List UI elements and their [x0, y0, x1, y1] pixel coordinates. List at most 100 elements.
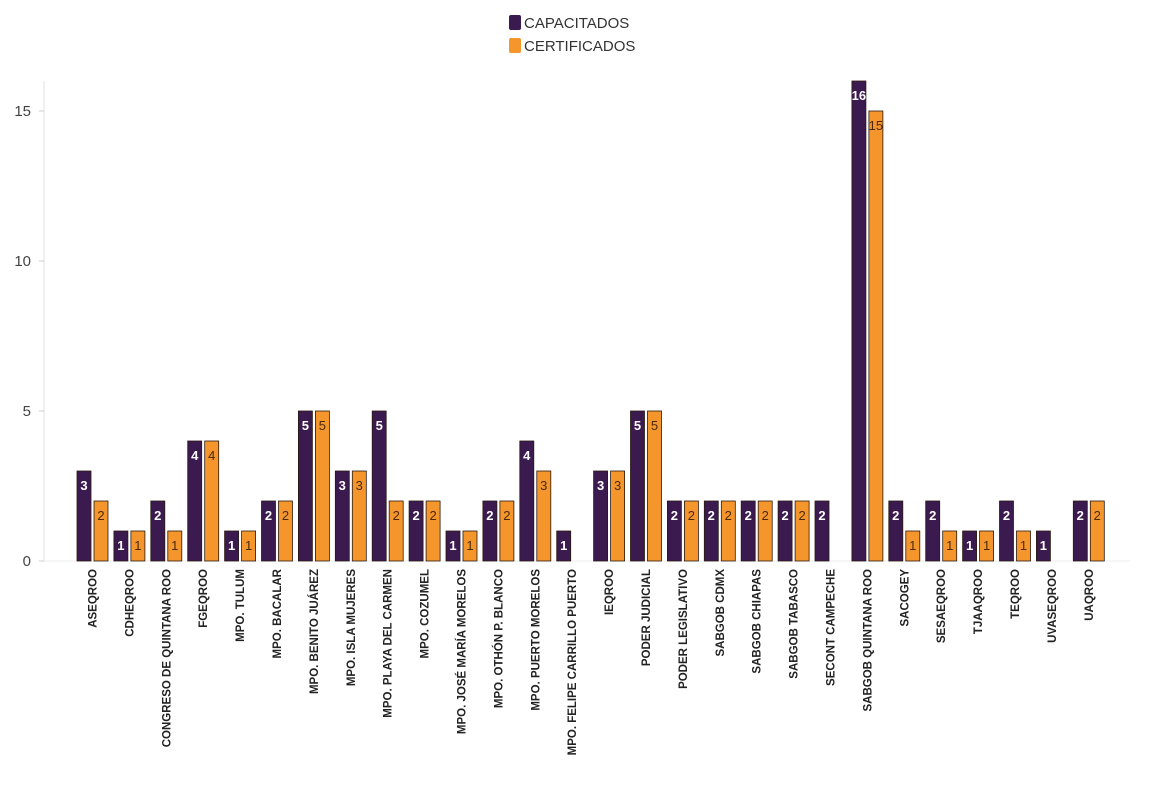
data-label-capacitados: 1: [1040, 538, 1047, 553]
bar-certificados[interactable]: [979, 530, 994, 562]
x-tick-label: MPO. JOSÉ MARÍA MORELOS: [456, 569, 469, 734]
bar-certificados[interactable]: [130, 530, 146, 562]
data-label-certificados: 2: [762, 508, 769, 523]
bar-capacitados[interactable]: [962, 530, 977, 562]
bar-capacitados[interactable]: [740, 500, 756, 562]
data-label-capacitados: 4: [191, 448, 199, 463]
bar-certificados[interactable]: [388, 500, 404, 562]
data-label-capacitados: 1: [117, 538, 124, 553]
x-tick-label: SABGOB QUINTANA ROO: [862, 569, 874, 712]
bar-capacitados[interactable]: [519, 440, 535, 562]
data-label-capacitados: 2: [1003, 508, 1010, 523]
bar-certificados[interactable]: [314, 410, 330, 562]
bar-certificados[interactable]: [462, 530, 478, 562]
bar-capacitados[interactable]: [482, 500, 498, 562]
bar-capacitados[interactable]: [76, 470, 92, 562]
x-tick-label: PODER LEGISLATIVO: [678, 569, 690, 689]
data-label-certificados: 2: [393, 508, 400, 523]
bar-certificados[interactable]: [1089, 500, 1105, 562]
bar-capacitados[interactable]: [408, 500, 424, 562]
bar-capacitados[interactable]: [999, 500, 1014, 562]
bar-capacitados[interactable]: [187, 440, 203, 562]
bar-capacitados[interactable]: [851, 80, 867, 562]
x-tick-label: SABGOB CHIAPAS: [752, 569, 764, 674]
bar-certificados[interactable]: [868, 110, 884, 562]
bar-capacitados[interactable]: [150, 500, 166, 562]
bar-certificados[interactable]: [351, 470, 367, 562]
data-label-capacitados: 1: [228, 538, 235, 553]
bar-certificados[interactable]: [794, 500, 810, 562]
bar-capacitados[interactable]: [814, 500, 830, 562]
bar-certificados[interactable]: [1016, 530, 1031, 562]
bar-capacitados[interactable]: [593, 470, 608, 562]
data-label-certificados: 1: [1020, 538, 1027, 553]
bar-capacitados[interactable]: [1036, 530, 1051, 562]
y-tick-label: 5: [23, 403, 31, 420]
bar-capacitados[interactable]: [334, 470, 350, 562]
bar-certificados[interactable]: [278, 500, 293, 562]
data-label-certificados: 15: [869, 118, 883, 133]
bar-certificados[interactable]: [536, 470, 552, 562]
data-label-certificados: 1: [171, 538, 178, 553]
data-label-capacitados: 2: [745, 508, 752, 523]
legend-item-capacitados: CAPACITADOS: [509, 15, 629, 32]
data-label-certificados: 1: [466, 538, 473, 553]
bar-capacitados[interactable]: [630, 410, 645, 562]
bar-certificados[interactable]: [425, 500, 441, 562]
bar-capacitados[interactable]: [556, 530, 572, 562]
x-tick-label: CONGRESO DE QUINTANA ROO: [161, 569, 173, 747]
bar-certificados[interactable]: [93, 500, 109, 562]
bar-certificados[interactable]: [684, 500, 699, 562]
bar-certificados[interactable]: [757, 500, 773, 562]
x-tick-label: MPO. FELIPE CARRILLO PUERTO: [567, 569, 579, 755]
data-label-certificados: 2: [282, 508, 289, 523]
data-label-capacitados: 3: [339, 478, 346, 493]
data-label-capacitados: 2: [708, 508, 715, 523]
bar-certificados[interactable]: [647, 410, 662, 562]
y-tick-label: 10: [14, 253, 31, 270]
bar-capacitados[interactable]: [224, 530, 240, 562]
bar-certificados[interactable]: [204, 440, 220, 562]
bar-capacitados[interactable]: [703, 500, 719, 562]
data-label-capacitados: 3: [597, 478, 604, 493]
data-label-certificados: 2: [798, 508, 805, 523]
x-tick-label: MPO. PLAYA DEL CARMEN: [383, 569, 395, 718]
x-tick-label: TJAAQROO: [973, 569, 985, 634]
bar-capacitados[interactable]: [261, 500, 276, 562]
x-tick-label: SECONT CAMPECHE: [826, 569, 838, 686]
data-label-certificados: 3: [614, 478, 621, 493]
bar-capacitados[interactable]: [667, 500, 682, 562]
data-label-certificados: 2: [429, 508, 436, 523]
bar-certificados[interactable]: [942, 530, 958, 562]
data-label-capacitados: 2: [929, 508, 936, 523]
x-tick-label: CDHEQROO: [124, 569, 136, 637]
x-tick-label: ASEQROO: [88, 569, 100, 628]
x-tick-label: FGEQROO: [198, 569, 210, 628]
bar-capacitados[interactable]: [925, 500, 941, 562]
data-label-capacitados: 2: [1077, 508, 1084, 523]
bar-certificados[interactable]: [167, 530, 183, 562]
x-tick-label: MPO. BACALAR: [272, 568, 284, 658]
x-tick-label: SABGOB CDMX: [715, 569, 727, 657]
bar-certificados[interactable]: [905, 530, 921, 562]
bar-capacitados[interactable]: [1072, 500, 1088, 562]
bar-capacitados[interactable]: [113, 530, 129, 562]
bar-capacitados[interactable]: [297, 410, 313, 562]
x-tick-label: IEQROO: [604, 569, 616, 615]
bar-capacitados[interactable]: [371, 410, 387, 562]
legend: CAPACITADOS CERTIFICADOS: [509, 15, 635, 55]
data-label-certificados: 1: [946, 538, 953, 553]
x-tick-label: TEQROO: [1010, 569, 1022, 619]
bar-capacitados[interactable]: [777, 500, 793, 562]
y-tick-label: 15: [14, 103, 31, 120]
data-label-certificados: 5: [319, 418, 326, 433]
bar-certificados[interactable]: [720, 500, 736, 562]
data-label-capacitados: 2: [412, 508, 419, 523]
data-label-capacitados: 4: [523, 448, 531, 463]
bar-certificados[interactable]: [499, 500, 515, 562]
bar-certificados[interactable]: [610, 470, 625, 562]
bar-certificados[interactable]: [241, 530, 257, 562]
bar-capacitados[interactable]: [445, 530, 461, 562]
bar-capacitados[interactable]: [888, 500, 904, 562]
